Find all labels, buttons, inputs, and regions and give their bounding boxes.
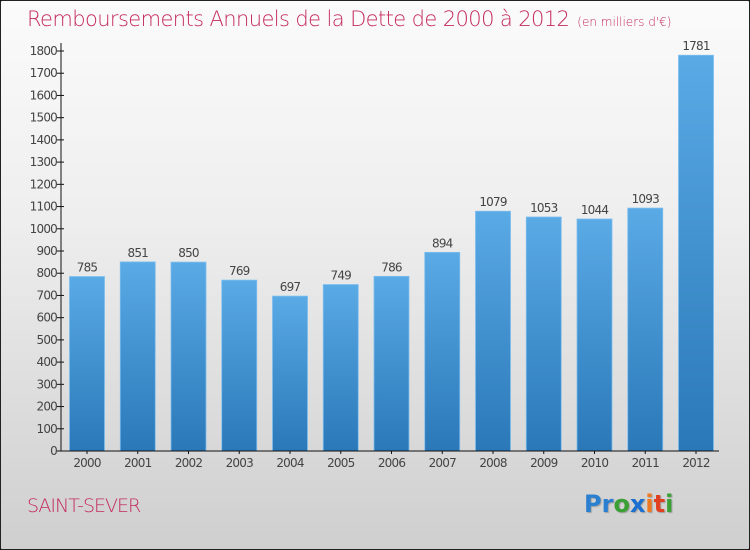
y-tick-label-600: 600	[36, 311, 57, 325]
y-tick-label-400: 400	[36, 355, 57, 369]
y-tick-label-700: 700	[36, 288, 57, 302]
value-label-2003: 769	[229, 264, 250, 278]
x-tick-label-2011: 2011	[632, 456, 660, 470]
y-tick-label-0: 0	[50, 444, 57, 458]
value-label-2010: 1044	[581, 203, 609, 217]
y-tick-label-300: 300	[36, 377, 57, 391]
x-tick-label-2009: 2009	[530, 456, 558, 470]
y-tick-label-1500: 1500	[30, 111, 58, 125]
x-tick-label-2012: 2012	[682, 456, 710, 470]
title-unit: (en milliers d'€)	[577, 15, 672, 29]
value-label-2002: 850	[178, 246, 199, 260]
bar-2009	[525, 216, 562, 452]
x-tick-label-2000: 2000	[73, 456, 101, 470]
value-label-2001: 851	[127, 246, 148, 260]
y-tick-label-1000: 1000	[30, 222, 58, 236]
x-tick-label-2004: 2004	[276, 456, 304, 470]
bar-2010	[576, 218, 613, 452]
y-tick-label-500: 500	[36, 333, 57, 347]
x-tick-label-2007: 2007	[429, 456, 457, 470]
value-label-2005: 749	[330, 269, 351, 283]
value-label-2011: 1093	[632, 192, 660, 206]
title-text: Remboursements Annuels de la Dette de 20…	[27, 7, 570, 31]
bar-2007	[424, 251, 461, 452]
y-tick-label-800: 800	[36, 266, 57, 280]
y-tick-label-200: 200	[36, 400, 57, 414]
value-label-2006: 786	[381, 260, 402, 274]
bar-2000	[69, 276, 105, 452]
x-tick-label-2008: 2008	[479, 456, 507, 470]
x-axis: 2000 2001 2002 2003 2004 2005 2006 2007 2008 2009…	[61, 450, 719, 470]
bar-2003	[221, 279, 258, 452]
bar-2011	[627, 207, 664, 452]
logo-letter: P	[584, 490, 602, 518]
bars-group: 785 851 850 769 697 749 786 894 1079 1053 1044 1093…	[69, 39, 714, 452]
logo-letter: x	[629, 490, 646, 518]
bar-2005	[322, 284, 359, 452]
y-tick-label-1300: 1300	[30, 155, 58, 169]
y-tick-label-900: 900	[36, 244, 57, 258]
logo-letter: i	[665, 490, 674, 518]
x-tick-label-2003: 2003	[226, 456, 254, 470]
logo-letter: r	[601, 490, 614, 518]
logo-letter: t	[653, 490, 666, 518]
logo-letter: i	[645, 490, 654, 518]
value-label-2012: 1781	[682, 39, 710, 53]
value-label-2000: 785	[77, 261, 98, 275]
proxiti-logo[interactable]: Proxiti	[584, 490, 673, 518]
y-tick-label-1200: 1200	[30, 177, 58, 191]
y-axis: 0 100 200 300 400 500 600 700 800 900 1000 1100 1200…	[30, 43, 64, 458]
bar-2006	[373, 275, 410, 452]
city-name: SAINT-SEVER	[27, 495, 141, 517]
y-tick-label-1700: 1700	[30, 66, 58, 80]
x-tick-label-2001: 2001	[124, 456, 152, 470]
bar-2002	[170, 261, 207, 452]
x-tick-label-2005: 2005	[327, 456, 355, 470]
value-label-2008: 1079	[479, 195, 507, 209]
x-tick-label-2010: 2010	[581, 456, 609, 470]
bar-chart: 785 851 850 769 697 749 786 894 1079 1053 1044 1093…	[30, 39, 719, 470]
bar-2001	[119, 261, 156, 452]
y-tick-label-100: 100	[36, 422, 57, 436]
bar-2004	[272, 295, 308, 452]
y-tick-label-1400: 1400	[30, 133, 58, 147]
logo-letter: o	[613, 490, 630, 518]
bar-2012	[678, 54, 714, 452]
value-label-2009: 1053	[530, 201, 558, 215]
value-label-2004: 697	[280, 280, 301, 294]
chart-title: Remboursements Annuels de la Dette de 20…	[27, 7, 671, 31]
bar-2008	[475, 210, 511, 452]
y-tick-label-1800: 1800	[30, 44, 58, 58]
y-tick-label-1600: 1600	[30, 88, 58, 102]
x-tick-label-2006: 2006	[378, 456, 406, 470]
value-label-2007: 894	[432, 236, 453, 250]
x-tick-label-2002: 2002	[175, 456, 203, 470]
y-tick-label-1100: 1100	[30, 200, 58, 214]
